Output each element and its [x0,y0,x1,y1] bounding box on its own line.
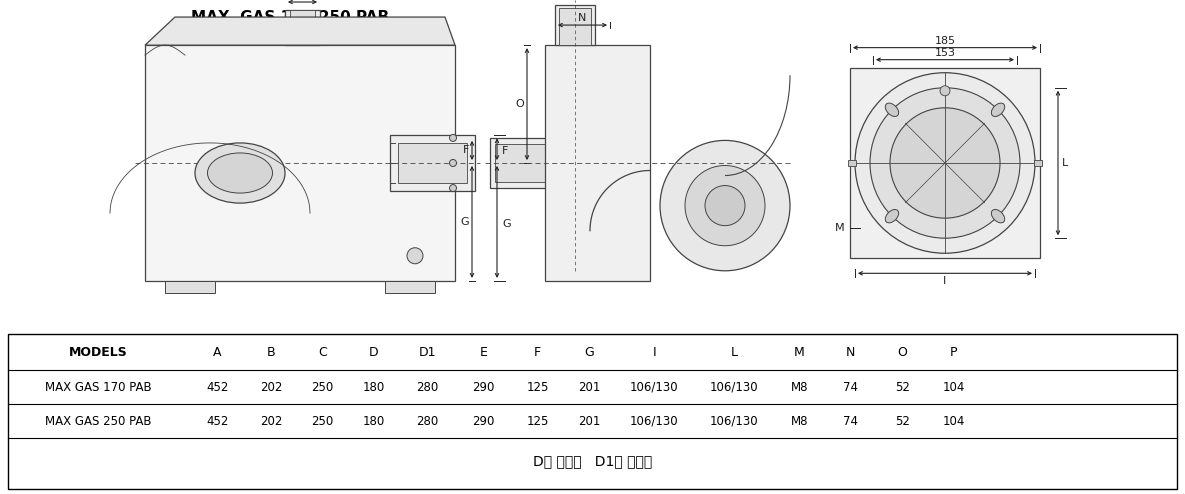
Bar [1035,160,1042,166]
Bar [390,135,475,191]
Bar [398,143,467,183]
Text: I: I [943,276,947,287]
Ellipse shape [196,143,286,203]
Text: F: F [534,345,542,359]
Text: M8: M8 [790,414,808,427]
Text: MAX GAS 170 PAB: MAX GAS 170 PAB [45,380,152,394]
Text: L: L [1062,158,1068,168]
Polygon shape [145,17,455,45]
Text: B: B [267,345,275,359]
Bar [145,45,455,281]
Text: M8: M8 [790,380,808,394]
Text: F: F [502,146,508,156]
Text: 280: 280 [417,414,438,427]
Ellipse shape [207,153,273,193]
Text: G: G [502,219,511,229]
Bar [555,5,595,45]
Text: 290: 290 [473,414,495,427]
Text: 106/130: 106/130 [710,414,758,427]
Text: O: O [897,345,908,359]
Text: O: O [515,99,524,109]
Text: 180: 180 [363,414,385,427]
Text: 452: 452 [206,414,229,427]
Circle shape [685,165,766,246]
Text: 202: 202 [260,414,282,427]
Bar [495,144,555,182]
Text: 52: 52 [895,414,910,427]
Text: C: C [318,345,327,359]
Text: 452: 452 [206,380,229,394]
Circle shape [940,86,950,96]
Bar [850,68,1040,258]
Bar [848,160,856,166]
Text: 104: 104 [942,380,965,394]
Text: 125: 125 [526,414,549,427]
Text: 250: 250 [312,380,334,394]
Text: G: G [461,217,469,227]
Ellipse shape [885,103,898,117]
Text: 153: 153 [935,47,955,58]
Bar [165,281,214,293]
Text: I: I [653,345,656,359]
Text: 104: 104 [942,414,965,427]
Text: 290: 290 [473,380,495,394]
Text: MODELS: MODELS [69,345,128,359]
Text: D＝ 短火管   D1＝ 長火管: D＝ 短火管 D1＝ 長火管 [533,454,652,468]
Circle shape [705,186,745,226]
Circle shape [660,140,790,271]
Ellipse shape [992,209,1005,223]
Ellipse shape [992,103,1005,117]
Ellipse shape [885,209,898,223]
Text: MAX GAS 250 PAB: MAX GAS 250 PAB [45,414,152,427]
Text: 106/130: 106/130 [630,380,679,394]
Text: 125: 125 [526,380,549,394]
Text: F: F [462,145,469,156]
Bar [545,45,651,281]
Text: 201: 201 [578,414,600,427]
Circle shape [449,134,456,141]
Text: P: P [950,345,957,359]
Text: 74: 74 [844,414,858,427]
Text: 250: 250 [312,414,334,427]
Circle shape [890,108,1000,218]
Text: A: A [213,345,222,359]
Text: MAX  GAS 170-250 PAB: MAX GAS 170-250 PAB [191,10,389,25]
Bar [385,281,435,293]
Text: 106/130: 106/130 [710,380,758,394]
Bar [559,8,591,45]
Text: E: E [480,345,488,359]
Text: N: N [846,345,856,359]
Text: M: M [794,345,805,359]
Text: M: M [835,223,845,233]
Text: 185: 185 [935,36,955,45]
Text: 180: 180 [363,380,385,394]
Text: 201: 201 [578,380,600,394]
Bar [290,10,315,42]
Circle shape [449,185,456,192]
Circle shape [406,247,423,264]
Circle shape [449,160,456,166]
Text: 106/130: 106/130 [630,414,679,427]
Text: G: G [584,345,594,359]
Text: 74: 74 [844,380,858,394]
Circle shape [856,73,1035,253]
Circle shape [870,88,1020,238]
Text: 52: 52 [895,380,910,394]
Text: N: N [578,13,587,23]
Text: D1: D1 [419,345,436,359]
Bar [491,138,561,188]
Text: 202: 202 [260,380,282,394]
Text: L: L [730,345,737,359]
Text: D: D [369,345,379,359]
Text: 280: 280 [417,380,438,394]
Bar [286,10,320,45]
